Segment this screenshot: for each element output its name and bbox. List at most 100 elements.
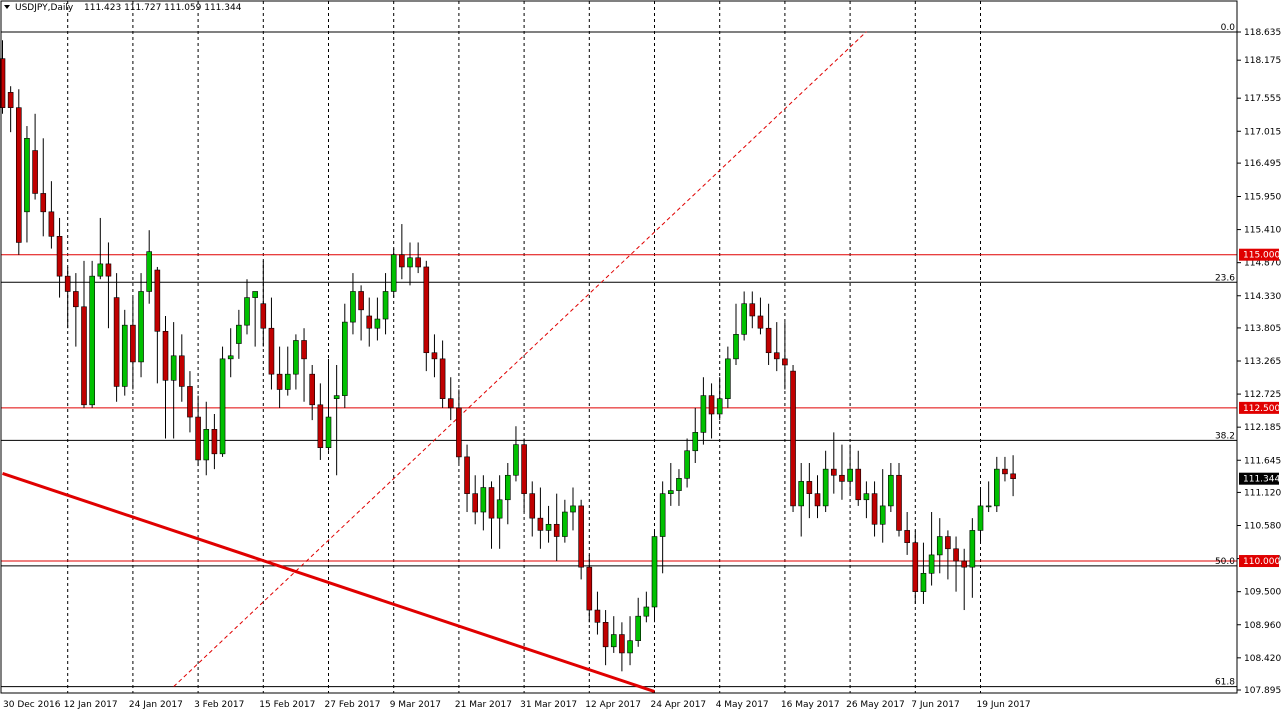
candle[interactable] bbox=[227, 328, 234, 378]
candle[interactable] bbox=[627, 616, 633, 666]
candle[interactable] bbox=[798, 463, 805, 537]
candle[interactable] bbox=[651, 530, 658, 623]
candle[interactable] bbox=[806, 463, 813, 519]
candle[interactable] bbox=[56, 217, 63, 298]
dashed-trendline[interactable] bbox=[173, 31, 867, 687]
candle[interactable] bbox=[610, 616, 617, 653]
candle[interactable] bbox=[464, 444, 470, 513]
candle[interactable] bbox=[659, 481, 666, 574]
candle[interactable] bbox=[749, 291, 756, 329]
candle[interactable] bbox=[757, 297, 764, 335]
candle[interactable] bbox=[529, 481, 536, 537]
candle[interactable] bbox=[268, 297, 275, 390]
candle[interactable] bbox=[431, 334, 438, 378]
candle[interactable] bbox=[993, 456, 1000, 513]
candle[interactable] bbox=[480, 475, 487, 531]
candle[interactable] bbox=[32, 113, 38, 200]
candle[interactable] bbox=[513, 426, 519, 482]
candle[interactable] bbox=[219, 346, 226, 457]
candle[interactable] bbox=[162, 315, 169, 439]
candle[interactable] bbox=[358, 285, 364, 341]
candle[interactable] bbox=[382, 273, 389, 335]
candle[interactable] bbox=[374, 297, 381, 341]
candle[interactable] bbox=[496, 475, 503, 549]
candle[interactable] bbox=[586, 554, 593, 623]
candle[interactable] bbox=[317, 383, 324, 460]
candle[interactable] bbox=[105, 242, 112, 329]
candle[interactable] bbox=[847, 444, 853, 494]
candle[interactable] bbox=[1010, 455, 1016, 497]
candle[interactable] bbox=[985, 481, 992, 513]
candle[interactable] bbox=[602, 610, 609, 666]
candle[interactable] bbox=[276, 346, 283, 408]
candle[interactable] bbox=[325, 358, 332, 451]
candle[interactable] bbox=[953, 536, 959, 592]
candle[interactable] bbox=[700, 377, 707, 445]
candle[interactable] bbox=[643, 591, 650, 623]
candle[interactable] bbox=[121, 309, 128, 396]
candle[interactable] bbox=[570, 487, 576, 531]
candle[interactable] bbox=[293, 334, 299, 390]
candlesticks[interactable] bbox=[0, 40, 1016, 672]
candle[interactable] bbox=[904, 512, 910, 555]
candle[interactable] bbox=[879, 469, 886, 543]
candle[interactable] bbox=[399, 224, 405, 280]
candle[interactable] bbox=[309, 364, 316, 421]
candle[interactable] bbox=[961, 548, 968, 611]
candle[interactable] bbox=[977, 487, 984, 543]
candle[interactable] bbox=[488, 481, 495, 549]
candle[interactable] bbox=[390, 248, 397, 298]
candle[interactable] bbox=[179, 334, 185, 402]
candle[interactable] bbox=[545, 505, 552, 543]
candle[interactable] bbox=[89, 260, 95, 408]
candle[interactable] bbox=[333, 364, 340, 476]
candle[interactable] bbox=[716, 377, 723, 421]
candle[interactable] bbox=[692, 407, 699, 464]
candle[interactable] bbox=[504, 463, 511, 525]
candle[interactable] bbox=[830, 432, 837, 494]
candle[interactable] bbox=[130, 297, 136, 390]
candle[interactable] bbox=[0, 40, 6, 114]
candle[interactable] bbox=[521, 438, 527, 513]
candle[interactable] bbox=[790, 364, 796, 513]
candle[interactable] bbox=[782, 322, 788, 390]
candle[interactable] bbox=[73, 273, 79, 347]
candle[interactable] bbox=[814, 475, 821, 519]
candle[interactable] bbox=[447, 377, 454, 421]
candle[interactable] bbox=[553, 493, 560, 562]
candle[interactable] bbox=[40, 138, 47, 237]
candle[interactable] bbox=[284, 346, 291, 396]
candle[interactable] bbox=[725, 346, 731, 408]
candle[interactable] bbox=[684, 438, 690, 488]
candle[interactable] bbox=[863, 481, 870, 519]
candle[interactable] bbox=[244, 279, 250, 335]
candle[interactable] bbox=[888, 463, 894, 513]
candle[interactable] bbox=[203, 401, 210, 476]
candle[interactable] bbox=[822, 450, 829, 513]
candle[interactable] bbox=[423, 260, 430, 372]
candle[interactable] bbox=[301, 328, 307, 402]
candle[interactable] bbox=[920, 542, 927, 604]
candle[interactable] bbox=[537, 487, 544, 549]
candle[interactable] bbox=[48, 181, 55, 249]
candle[interactable] bbox=[456, 389, 462, 464]
collapse-triangle-icon[interactable] bbox=[4, 5, 10, 9]
candle[interactable] bbox=[936, 518, 943, 574]
candle[interactable] bbox=[366, 297, 373, 347]
candle[interactable] bbox=[15, 89, 22, 255]
candle[interactable] bbox=[236, 309, 242, 359]
candle[interactable] bbox=[578, 499, 584, 580]
candle[interactable] bbox=[97, 217, 104, 280]
candle[interactable] bbox=[839, 444, 845, 500]
candle[interactable] bbox=[708, 383, 715, 439]
candle[interactable] bbox=[7, 86, 14, 133]
candle[interactable] bbox=[945, 530, 951, 580]
candle[interactable] bbox=[562, 499, 568, 543]
candle[interactable] bbox=[472, 475, 479, 525]
candle[interactable] bbox=[187, 371, 193, 433]
candle[interactable] bbox=[341, 303, 348, 408]
candle[interactable] bbox=[24, 126, 30, 243]
candle[interactable] bbox=[594, 591, 601, 635]
candle[interactable] bbox=[676, 469, 682, 506]
